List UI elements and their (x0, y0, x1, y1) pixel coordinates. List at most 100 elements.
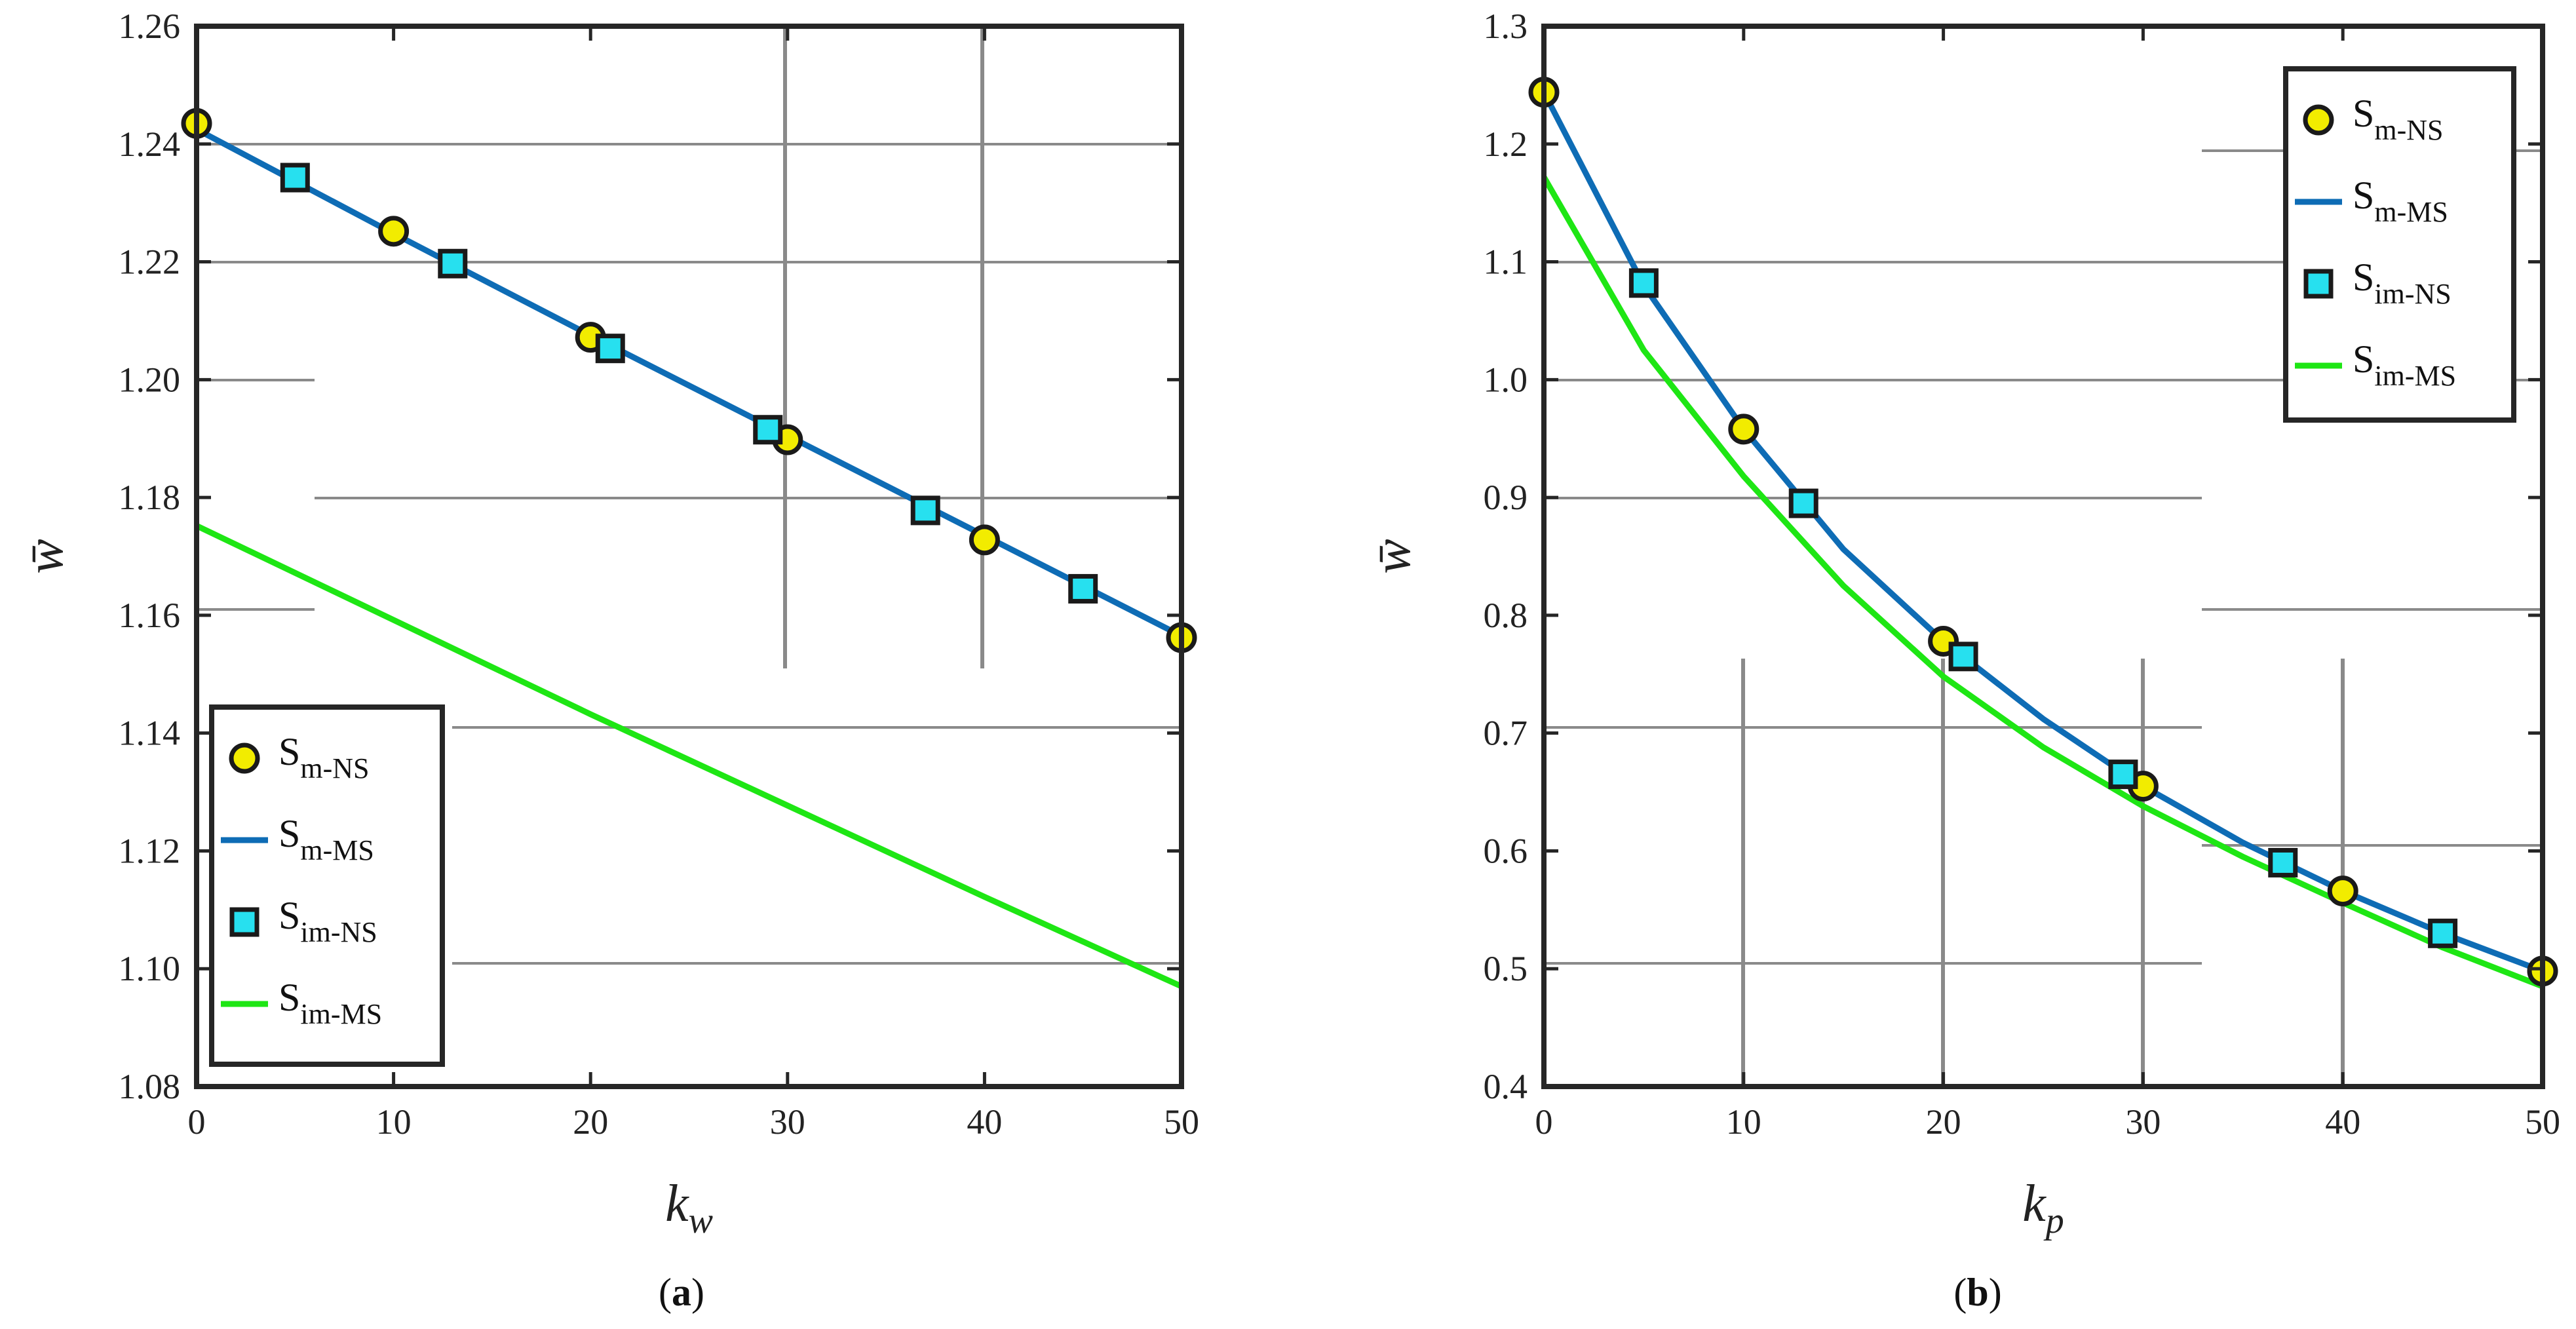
data-point-im-NS (1068, 573, 1098, 604)
x-tick-label: 20 (573, 1102, 608, 1142)
legend-label-base: S (279, 730, 300, 773)
x-tick-label: 50 (2525, 1102, 2560, 1142)
y-tick-label: 0.9 (1484, 478, 1528, 517)
legend-marker-im-NS (2303, 269, 2334, 299)
legend-label-base: S (2353, 337, 2374, 381)
chart-panel-a: 0 10 20 30 40 50 1.08 1.10 1.12 1.14 1.16 1.18 1.20 1… (16, 7, 1199, 1314)
x-tick-label: 10 (376, 1102, 412, 1142)
legend-label-base: S (279, 894, 300, 937)
data-point-im-NS (2108, 760, 2138, 790)
y-tick-label: 1.14 (119, 714, 181, 753)
y-tick-label: 0.8 (1484, 596, 1528, 635)
legend-label-sub: im-NS (300, 916, 377, 948)
caption-open-paren: ( (1953, 1271, 1967, 1314)
caption-letter: a (672, 1271, 691, 1314)
data-point-m-NS (378, 216, 410, 247)
x-axis-label-sub: w (689, 1201, 713, 1241)
y-tick-label: 1.26 (119, 7, 181, 46)
legend-label-sub: m-NS (2374, 114, 2443, 146)
x-axis-label-base: k (2022, 1175, 2047, 1233)
data-point-m-NS (969, 524, 1000, 556)
y-axis-label: w̄ (16, 539, 74, 573)
legend-label-sub: m-MS (2374, 196, 2448, 228)
legend-label-base: S (279, 976, 300, 1019)
y-tick-label: 1.24 (119, 125, 181, 164)
chart-panel-b: 0 10 20 30 40 50 0.4 0.5 0.6 0.7 0.8 0.9 1.0 1.1 1.2 1.… (1364, 7, 2560, 1314)
y-tick-label: 0.5 (1484, 949, 1528, 988)
x-tick-label: 20 (1926, 1102, 1961, 1142)
x-tick-label: 0 (1535, 1102, 1553, 1142)
legend-label: Sm-NS (2353, 92, 2444, 146)
legend-label-base: S (2353, 174, 2374, 217)
y-tick-label: 1.3 (1484, 7, 1528, 46)
legend-label: Sm-MS (2353, 174, 2448, 228)
x-tick-label: 10 (1726, 1102, 1761, 1142)
legend-marker-m-NS (229, 742, 260, 774)
legend-label-base: S (279, 812, 300, 855)
x-tick-label: 30 (770, 1102, 805, 1142)
plot-frame (194, 24, 1184, 1089)
data-point-im-NS (1948, 642, 1978, 672)
series-line-m-MS (1541, 90, 2544, 974)
y-tick-label: 0.7 (1484, 714, 1528, 753)
data-point-im-NS (438, 248, 468, 279)
caption-open-paren: ( (659, 1271, 672, 1314)
y-tick-label: 1.2 (1484, 125, 1528, 164)
legend-marker-im-NS (229, 907, 260, 937)
legend-label: Sim-MS (279, 976, 382, 1030)
legend-label-sub: m-MS (300, 834, 374, 866)
x-tick-label: 30 (2125, 1102, 2161, 1142)
x-axis-label: kw (665, 1175, 713, 1241)
panel-caption: (b) (1953, 1271, 2001, 1314)
y-tick-label: 1.20 (119, 360, 181, 399)
caption-close-paren: ) (1989, 1271, 2002, 1314)
data-point-im-NS (595, 334, 625, 364)
plot-frame (1541, 24, 2545, 1089)
x-tick-label: 40 (2325, 1102, 2360, 1142)
legend-label-base: S (2353, 92, 2374, 135)
y-tick-label: 1.08 (119, 1067, 181, 1106)
x-axis-label-sub: p (2043, 1201, 2064, 1241)
data-point-im-NS (1628, 268, 1659, 298)
data-point-im-NS (2428, 918, 2458, 948)
data-point-im-NS (910, 495, 940, 526)
data-point-im-NS (2268, 847, 2298, 877)
y-axis-label: w̄ (1364, 539, 1421, 573)
data-point-m-NS (2327, 876, 2358, 907)
legend-label-base: S (2353, 256, 2374, 299)
x-axis-label: kp (2022, 1175, 2064, 1241)
legend-label: Sim-NS (2353, 256, 2451, 310)
data-point-im-NS (1788, 488, 1818, 518)
y-tick-label: 1.10 (119, 949, 181, 988)
series-line-im-MS (195, 523, 1183, 990)
legend-marker-m-NS (2303, 104, 2334, 136)
data-point-m-NS (1728, 414, 1759, 445)
legend-label: Sm-NS (279, 730, 370, 784)
y-tick-label: 1.22 (119, 242, 181, 282)
y-tick-label: 0.6 (1484, 831, 1528, 870)
x-tick-label: 0 (188, 1102, 206, 1142)
series-line-m-MS (195, 126, 1183, 639)
legend-label: Sim-NS (279, 894, 377, 948)
series-line-im-MS (1541, 175, 2544, 990)
data-point-im-NS (753, 415, 783, 445)
legend-label-sub: im-MS (2374, 360, 2456, 392)
legend-label-sub: im-MS (300, 998, 382, 1030)
y-tick-label: 1.12 (119, 831, 181, 870)
y-tick-label: 0.4 (1484, 1067, 1528, 1106)
legend-label: Sim-MS (2353, 337, 2456, 392)
y-tick-label: 1.16 (119, 596, 181, 635)
caption-close-paren: ) (691, 1271, 704, 1314)
legend-label-sub: im-NS (2374, 278, 2451, 310)
legend-label: Sm-MS (279, 812, 374, 866)
panel-caption: (a) (659, 1271, 704, 1314)
x-tick-label: 40 (967, 1102, 1002, 1142)
x-tick-label: 50 (1164, 1102, 1199, 1142)
caption-letter: b (1967, 1271, 1988, 1314)
y-tick-label: 1.0 (1484, 360, 1528, 399)
legend-label-sub: m-NS (300, 752, 369, 784)
y-tick-label: 1.1 (1484, 242, 1528, 282)
